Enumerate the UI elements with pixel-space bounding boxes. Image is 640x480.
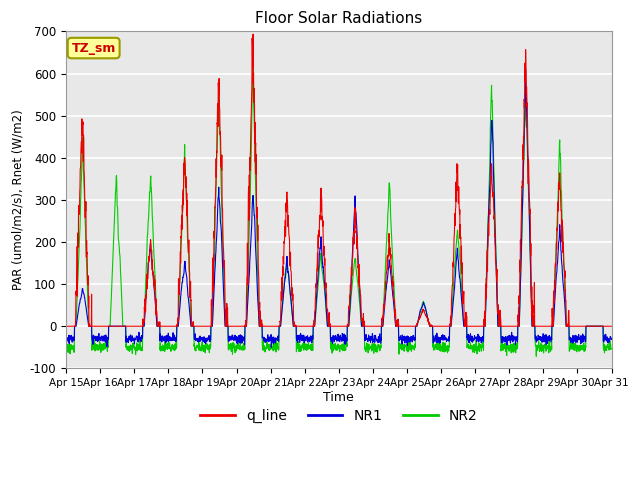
NR1 (522, 66, 529, 72)
NR2 (249, 66, 257, 72)
q_line (62, 324, 70, 329)
NR1 (116, 324, 124, 329)
NR1 (607, 336, 615, 342)
NR1 (600, 336, 608, 342)
q_line (534, 324, 541, 329)
NR2 (372, 348, 380, 354)
NR1 (234, 335, 242, 340)
Line: NR2: NR2 (66, 69, 611, 356)
Y-axis label: PAR (umol/m2/s), Rnet (W/m2): PAR (umol/m2/s), Rnet (W/m2) (11, 109, 24, 290)
q_line (503, 324, 511, 329)
NR2 (62, 342, 70, 348)
NR1 (503, 342, 511, 348)
q_line (116, 324, 124, 329)
NR2 (503, 342, 511, 348)
Title: Floor Solar Radiations: Floor Solar Radiations (255, 11, 422, 26)
X-axis label: Time: Time (323, 391, 354, 404)
q_line (372, 324, 380, 329)
q_line (234, 324, 242, 329)
NR2 (116, 268, 124, 274)
NR1 (62, 335, 70, 340)
NR1 (534, 336, 542, 341)
Text: TZ_sm: TZ_sm (72, 42, 116, 55)
NR1 (372, 333, 380, 338)
NR2 (532, 353, 540, 359)
q_line (600, 324, 607, 329)
Line: NR1: NR1 (66, 69, 611, 348)
NR1 (268, 345, 275, 350)
q_line (249, 31, 257, 37)
q_line (607, 324, 615, 329)
NR2 (534, 343, 542, 348)
NR2 (234, 342, 242, 348)
NR2 (607, 346, 615, 351)
NR2 (600, 348, 608, 353)
Line: q_line: q_line (66, 34, 611, 326)
Legend: q_line, NR1, NR2: q_line, NR1, NR2 (195, 404, 483, 429)
